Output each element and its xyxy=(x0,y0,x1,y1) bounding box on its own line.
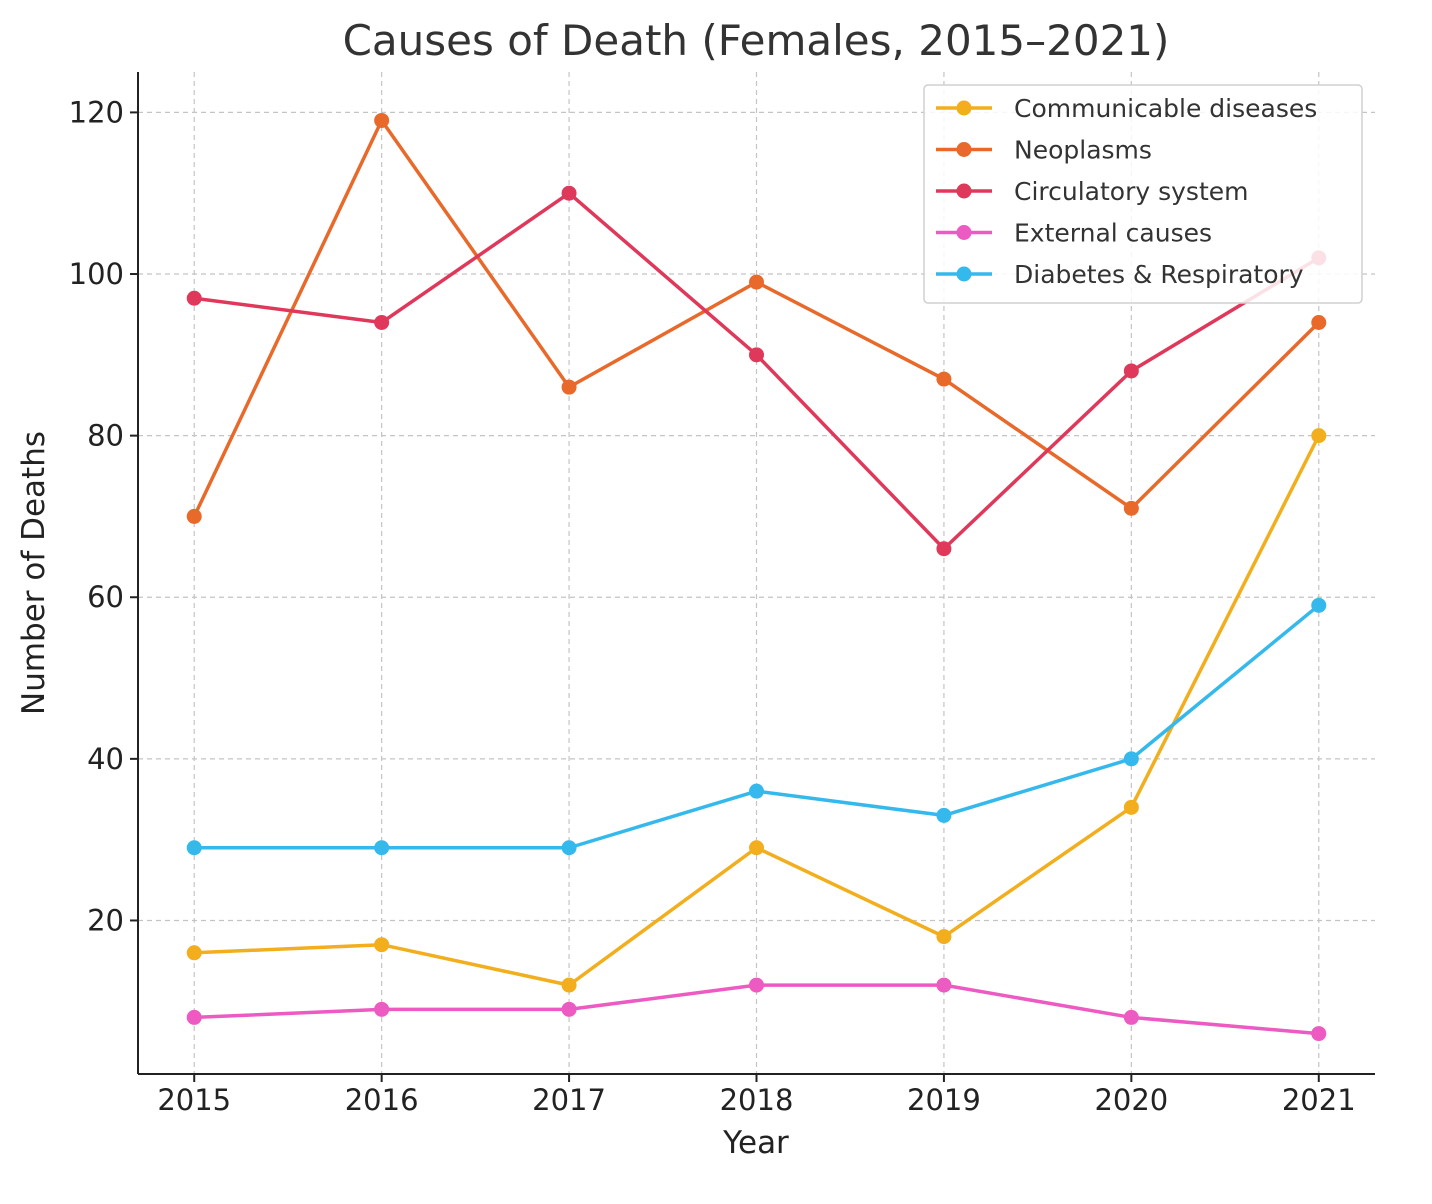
x-tick-label: 2015 xyxy=(157,1083,231,1117)
legend-swatch-marker xyxy=(956,100,972,116)
data-point xyxy=(749,977,764,993)
data-point xyxy=(561,840,577,856)
y-tick-label: 40 xyxy=(87,742,124,776)
series xyxy=(186,977,1327,1042)
data-point xyxy=(186,840,202,856)
data-point xyxy=(936,977,952,993)
y-tick-label: 100 xyxy=(69,257,124,291)
legend-label: Circulatory system xyxy=(1014,177,1249,206)
data-point xyxy=(561,977,577,993)
legend-label: Neoplasms xyxy=(1014,136,1152,165)
data-point xyxy=(1123,363,1139,379)
legend-swatch-marker xyxy=(956,225,972,240)
data-point xyxy=(186,508,202,524)
x-tick-label: 2017 xyxy=(532,1083,606,1117)
x-tick-label: 2019 xyxy=(907,1083,981,1117)
x-tick-label: 2021 xyxy=(1282,1083,1356,1117)
data-point xyxy=(936,541,952,557)
data-point xyxy=(374,937,390,953)
data-point xyxy=(749,274,764,290)
y-axis-label: Number of Deaths xyxy=(16,431,52,715)
series xyxy=(186,112,1327,524)
data-point xyxy=(561,1001,577,1017)
data-point xyxy=(749,783,764,799)
legend-entry: Communicable diseases xyxy=(936,94,1317,123)
series xyxy=(186,597,1327,856)
legend-entry: Circulatory system xyxy=(936,177,1249,206)
y-axis-ticks: 20 40 60 80 100 120 xyxy=(69,95,138,937)
legend-entry: Diabetes & Respiratory xyxy=(936,260,1304,289)
data-point xyxy=(1123,751,1139,767)
data-point xyxy=(561,185,577,201)
y-tick-label: 120 xyxy=(69,95,124,129)
legend-swatch-marker xyxy=(956,266,972,282)
x-tick-label: 2018 xyxy=(720,1083,794,1117)
data-point xyxy=(1123,799,1139,815)
data-point xyxy=(936,929,952,945)
data-point xyxy=(561,379,577,395)
data-point xyxy=(936,371,952,387)
legend-entry: External causes xyxy=(936,219,1212,248)
legend-swatch-marker xyxy=(956,183,972,199)
data-point xyxy=(374,112,390,128)
x-tick-label: 2020 xyxy=(1094,1083,1168,1117)
series-lines xyxy=(186,112,1327,1042)
legend-entry: Neoplasms xyxy=(936,136,1152,165)
data-point xyxy=(186,290,202,306)
data-point xyxy=(749,347,764,363)
chart-title: Causes of Death (Females, 2015–2021) xyxy=(343,16,1170,65)
data-point xyxy=(186,945,202,961)
data-point xyxy=(186,1009,202,1025)
y-tick-label: 20 xyxy=(87,903,124,937)
legend-box xyxy=(923,84,1363,304)
legend-label: Communicable diseases xyxy=(1014,94,1317,123)
data-point xyxy=(1311,315,1327,330)
legend-swatch-marker xyxy=(956,142,972,157)
y-tick-label: 60 xyxy=(87,580,124,614)
legend-label: Diabetes & Respiratory xyxy=(1014,260,1304,289)
y-tick-label: 80 xyxy=(87,419,124,453)
data-point xyxy=(1123,500,1139,516)
data-point xyxy=(374,315,390,330)
data-point xyxy=(1123,1009,1139,1025)
x-tick-label: 2016 xyxy=(345,1083,419,1117)
data-point xyxy=(374,840,390,856)
data-point xyxy=(1311,428,1327,444)
legend-label: External causes xyxy=(1014,219,1212,248)
x-axis-label: Year xyxy=(722,1125,789,1161)
legend-items: Communicable diseases Neoplasms Circulator… xyxy=(936,94,1317,289)
x-axis-ticks: 2015 2016 2017 2018 2019 2020 2021 xyxy=(157,1074,1356,1117)
data-point xyxy=(1311,1026,1327,1042)
legend: Communicable diseases Neoplasms Circulator… xyxy=(923,84,1363,304)
data-point xyxy=(936,807,952,823)
data-point xyxy=(749,840,764,856)
data-point xyxy=(1311,597,1327,613)
series xyxy=(186,428,1327,993)
data-point xyxy=(374,1001,390,1017)
